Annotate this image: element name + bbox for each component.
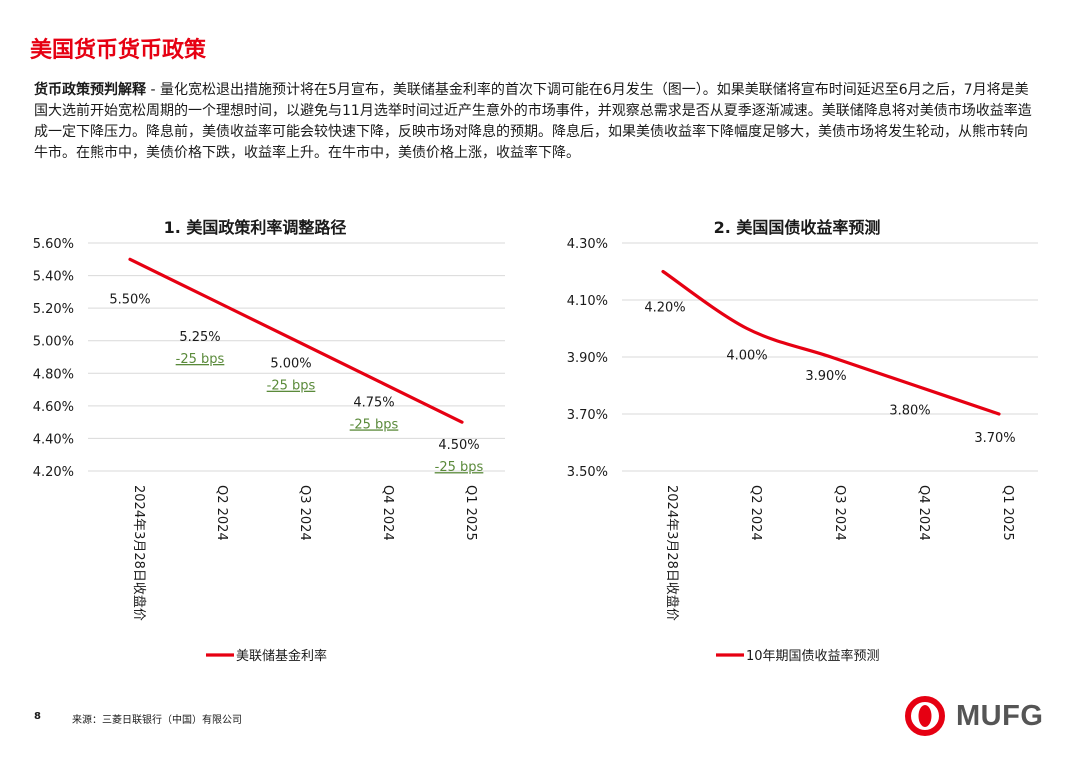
chart1-data-label: 4.50% <box>438 438 479 453</box>
chart1-series-line <box>128 257 464 424</box>
chart2-data-label: 3.70% <box>974 431 1015 446</box>
chart1-data-label: 5.50% <box>109 292 150 307</box>
chart1-change-annotation: -25 bps <box>267 379 316 394</box>
mufg-logo-mark-icon <box>905 696 945 736</box>
chart2-legend-label: 10年期国债收益率预测 <box>746 648 880 664</box>
chart2-data-label: 4.00% <box>726 349 767 364</box>
chart2-series-line <box>661 269 1001 416</box>
chart1-data-label: 5.00% <box>270 357 311 372</box>
intro-body: - 量化宽松退出措施预计将在5月宣布，美联储基金利率的首次下调可能在6月发生（图… <box>34 82 1032 161</box>
chart2-x-tick-label: Q3 2024 <box>832 485 847 541</box>
chart2-y-tick-label: 3.70% <box>567 408 608 423</box>
mufg-logo: MUFG <box>900 696 1043 736</box>
chart2-x-tick-label: Q4 2024 <box>916 485 931 541</box>
chart2-title: 2. 美国国债收益率预测 <box>714 218 881 237</box>
chart1-legend-label: 美联储基金利率 <box>236 648 327 664</box>
chart1-y-tick-label: 5.60% <box>33 237 74 252</box>
chart1-y-tick-label: 5.20% <box>33 302 74 317</box>
chart1-y-tick-label: 4.20% <box>33 465 74 480</box>
source-note: 来源：三菱日联银行（中国）有限公司 <box>72 715 242 726</box>
page-title: 美国货币货币政策 <box>30 38 207 63</box>
chart2-y-tick-label: 4.30% <box>567 237 608 252</box>
chart1-x-tick-label: 2024年3月28日收盘价 <box>131 485 147 621</box>
chart1-title: 1. 美国政策利率调整路径 <box>164 218 347 237</box>
chart1-x-tick-label: Q2 2024 <box>214 485 229 541</box>
chart1-x-tick-label: Q1 2025 <box>463 485 478 541</box>
page-number: 8 <box>34 711 41 722</box>
chart2-y-tick-label: 4.10% <box>567 294 608 309</box>
chart1-change-annotation: -25 bps <box>350 417 399 432</box>
chart1-data-label: 5.25% <box>179 330 220 345</box>
chart1-y-tick-label: 4.60% <box>33 400 74 415</box>
chart2-x-tick-label: 2024年3月28日收盘价 <box>664 485 680 621</box>
chart2-data-label: 4.20% <box>644 301 685 316</box>
chart1-y-tick-label: 5.40% <box>33 270 74 285</box>
chart1-y-tick-label: 5.00% <box>33 335 74 350</box>
chart2-y-tick-label: 3.90% <box>567 351 608 366</box>
chart2-x-tick-label: Q2 2024 <box>748 485 763 541</box>
chart1-y-tick-label: 4.40% <box>33 432 74 447</box>
logo-text: MUFG <box>956 699 1044 732</box>
chart2-data-label: 3.90% <box>805 369 846 384</box>
chart1-data-label: 4.75% <box>353 395 394 410</box>
chart1-y-tick-label: 4.80% <box>33 367 74 382</box>
intro-lead: 货币政策预判解释 <box>34 82 146 98</box>
chart2-y-tick-label: 3.50% <box>567 465 608 480</box>
intro-paragraph: 货币政策预判解释 - 量化宽松退出措施预计将在5月宣布，美联储基金利率的首次下调… <box>34 80 1034 164</box>
chart2-data-label: 3.80% <box>889 404 930 419</box>
chart1-change-annotation: -25 bps <box>176 352 225 367</box>
chart2-x-tick-label: Q1 2025 <box>1000 485 1015 541</box>
chart1-x-tick-label: Q4 2024 <box>380 485 395 541</box>
chart1-x-tick-label: Q3 2024 <box>297 485 312 541</box>
chart1-change-annotation: -25 bps <box>435 460 484 475</box>
